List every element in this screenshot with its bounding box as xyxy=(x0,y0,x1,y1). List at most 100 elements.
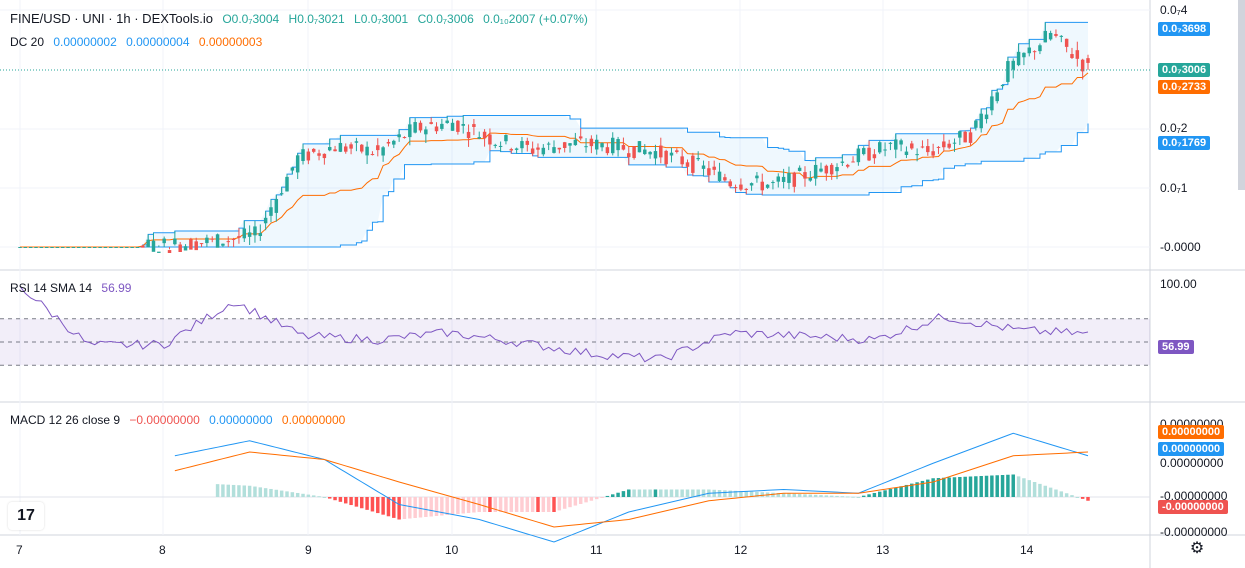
gear-icon[interactable]: ⚙ xyxy=(1189,540,1205,557)
candle-body xyxy=(354,141,359,143)
candle-body xyxy=(247,232,252,237)
candle-body xyxy=(573,139,578,146)
macd-histogram-bar xyxy=(408,497,412,519)
candle-body xyxy=(627,153,631,158)
candle-body xyxy=(114,247,118,248)
candle-body xyxy=(472,124,476,128)
macd-histogram-bar xyxy=(482,497,487,512)
macd-histogram-bar xyxy=(322,497,327,498)
rsi-name: RSI 14 SMA 14 xyxy=(10,281,93,295)
macd-histogram-bar xyxy=(792,493,797,497)
candle-body xyxy=(894,139,898,150)
macd-histogram-bar xyxy=(226,484,230,497)
macd-histogram-bar xyxy=(760,492,764,497)
candle-body xyxy=(98,247,102,248)
macd-histogram-bar xyxy=(258,487,263,497)
macd-histogram-bar xyxy=(584,497,588,503)
macd-histogram-bar xyxy=(578,497,583,504)
candle-body xyxy=(696,157,700,160)
macd-histogram-bar xyxy=(1070,495,1074,497)
macd-histogram-bar xyxy=(771,492,775,497)
macd-tick: -0.00000000 xyxy=(1160,489,1228,503)
rsi-band-fill xyxy=(0,318,1150,366)
time-tick: 11 xyxy=(590,543,603,557)
price-tick: 0.0₇2 xyxy=(1160,121,1188,135)
candle-body xyxy=(498,145,503,147)
macd-histogram-bar xyxy=(829,495,834,497)
macd-histogram-bar xyxy=(333,497,337,501)
candle-body xyxy=(915,154,919,156)
candle-body xyxy=(621,145,626,150)
candle-body xyxy=(82,247,86,248)
candle-body xyxy=(632,146,636,158)
candle-body xyxy=(680,156,684,165)
macd-histogram-bar xyxy=(685,489,690,497)
candle-body xyxy=(173,238,177,245)
candle-body xyxy=(995,92,999,102)
macd-histogram-bar xyxy=(1064,493,1069,497)
macd-histogram-bar xyxy=(936,478,941,497)
candle-body xyxy=(861,148,866,155)
candle-body xyxy=(109,247,113,248)
candle-body xyxy=(776,176,781,182)
candle-body xyxy=(616,139,620,151)
candle-body xyxy=(376,145,380,151)
dc-upper-line xyxy=(20,21,1088,248)
candle-body xyxy=(739,184,743,190)
macd-histogram-bar xyxy=(514,497,519,512)
candle-body xyxy=(418,122,423,131)
macd-histogram-bar xyxy=(397,497,401,520)
candle-body xyxy=(712,166,716,170)
macd-histogram-bar xyxy=(611,494,615,497)
macd-histogram-bar xyxy=(498,497,503,512)
macd-histogram-bar xyxy=(445,497,449,515)
macd-histogram-bar xyxy=(365,497,369,510)
candle-body xyxy=(835,167,839,172)
candle-body xyxy=(215,234,220,248)
candle-body xyxy=(440,123,444,129)
macd-histogram-bar xyxy=(466,497,471,513)
candle-body xyxy=(611,137,615,154)
time-tick: 13 xyxy=(876,543,890,557)
candle-body xyxy=(744,188,748,190)
macd-histogram-bar xyxy=(525,497,530,512)
macd-histogram-bar xyxy=(856,497,861,498)
candle-body xyxy=(904,151,909,156)
macd-histogram-bar xyxy=(1000,475,1005,497)
macd-histogram-bar xyxy=(952,477,957,497)
close-value: C0.0₇3006 xyxy=(417,12,474,26)
macd-histogram-bar xyxy=(669,489,674,497)
candle-body xyxy=(648,151,652,155)
candle-body xyxy=(749,183,754,186)
candle-body xyxy=(1080,59,1085,72)
candle-body xyxy=(920,146,925,148)
candle-body xyxy=(771,182,775,184)
candle-body xyxy=(28,247,33,248)
candle-body xyxy=(397,134,401,138)
candle-body xyxy=(845,164,850,167)
candle-body xyxy=(669,152,674,156)
candle-body xyxy=(728,181,732,187)
candle-body xyxy=(1032,51,1037,53)
dc-upper-tag: 0.0₇3698 xyxy=(1158,22,1211,36)
macd-histogram-bar xyxy=(242,485,247,497)
candle-body xyxy=(1011,60,1015,70)
rsi-legend: RSI 14 SMA 14 56.99 xyxy=(10,281,137,295)
candle-body xyxy=(840,161,845,163)
macd-histogram-bar xyxy=(541,497,546,512)
macd-histogram-bar xyxy=(429,497,433,517)
macd-tick: -0.00000000 xyxy=(1160,525,1228,539)
macd-line-tag: 0.00000000 xyxy=(1158,442,1225,456)
candle-body xyxy=(578,136,583,139)
candle-body xyxy=(306,151,311,161)
macd-histogram-bar xyxy=(386,497,391,517)
macd-histogram-bar xyxy=(733,490,738,497)
macd-signal-value: 0.00000000 xyxy=(281,413,346,427)
rsi-tick: 100.00 xyxy=(1160,277,1197,291)
candle-body xyxy=(1027,47,1031,54)
candle-body xyxy=(910,143,914,149)
candle-body xyxy=(39,247,44,248)
macd-name: MACD 12 26 close 9 xyxy=(10,413,121,427)
candle-body xyxy=(1016,51,1021,66)
